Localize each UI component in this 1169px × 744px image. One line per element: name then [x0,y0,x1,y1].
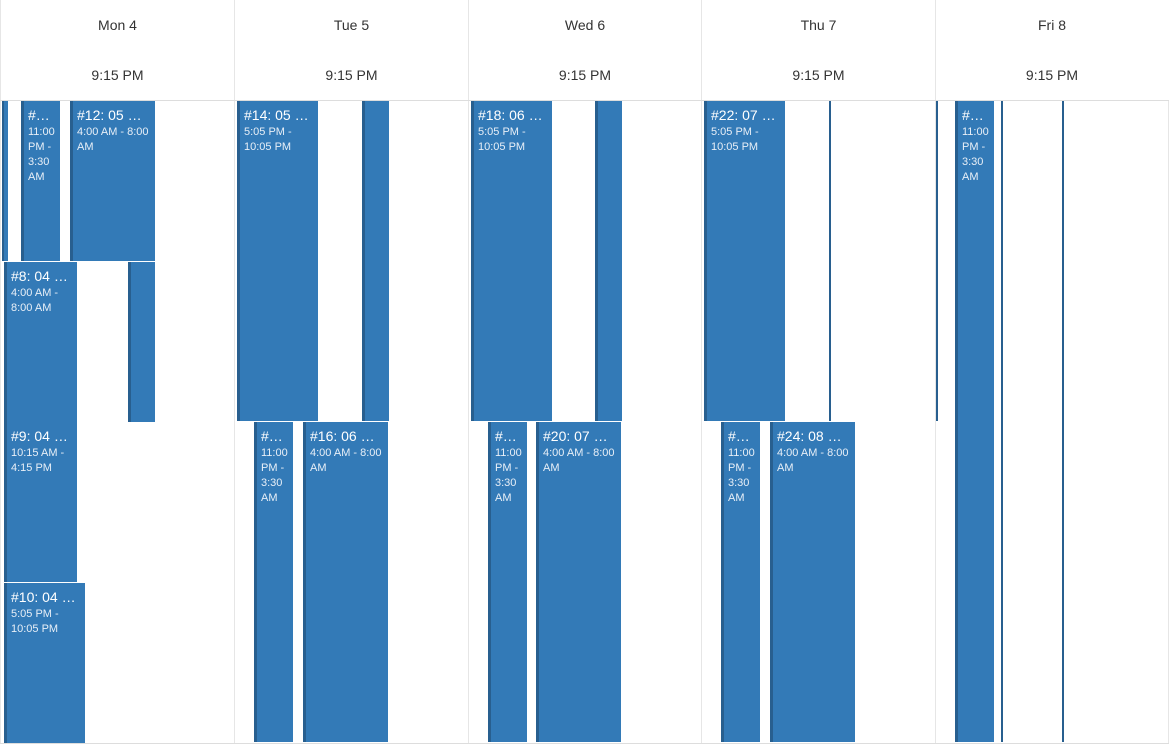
day-column-fri[interactable] [935,101,1168,744]
event-time: 4:00 AM - 8:00 AM [543,447,615,474]
day-header-mon[interactable]: Mon 4 9:15 PM [0,0,234,100]
calendar-event[interactable] [936,101,938,421]
calendar-event[interactable] [362,101,389,421]
calendar-event[interactable]: #14: 05 … 5:05 PM - 10:05 PM [237,101,318,421]
calendar-event[interactable]: #… 11:00 PM - 3:30 AM [254,422,293,742]
calendar-event[interactable]: #16: 06 … 4:00 AM - 8:00 AM [303,422,388,742]
calendar-grid[interactable]: #… 11:00 PM - 3:30 AM #12: 05 … 4:00 AM … [0,101,1169,744]
event-time: 5:05 PM - 10:05 PM [244,126,292,153]
day-time: 9:15 PM [558,67,612,83]
event-time: 5:05 PM - 10:05 PM [11,608,59,635]
event-title: #14: 05 … [244,107,309,123]
calendar-event[interactable] [2,101,8,261]
calendar-event[interactable]: #8: 04 … 4:00 AM - 8:00 AM [4,262,77,422]
calendar-header: Mon 4 9:15 PM Tue 5 9:15 PM Wed 6 9:15 P… [0,0,1169,101]
event-time: 4:00 AM - 8:00 AM [11,287,59,314]
day-header-fri[interactable]: Fri 8 9:15 PM [935,0,1168,100]
day-label: Wed 6 [564,17,606,33]
day-time: 9:15 PM [325,67,378,83]
day-time: 9:15 PM [91,67,144,83]
calendar-event[interactable]: #20: 07 … 4:00 AM - 8:00 AM [536,422,621,742]
calendar-event[interactable]: #… 11:00 PM - 3:30 AM [955,101,994,742]
day-column-tue[interactable] [234,101,468,744]
calendar-event[interactable] [128,262,155,422]
day-header-tue[interactable]: Tue 5 9:15 PM [234,0,468,100]
day-label: Fri 8 [1038,17,1066,33]
event-title: #8: 04 … [11,268,68,284]
day-time: 9:15 PM [792,67,845,83]
event-title: #9: 04 … [11,428,68,444]
event-title: #24: 08 … [777,428,842,444]
event-time: 4:00 AM - 8:00 AM [777,447,849,474]
event-time: 4:00 AM - 8:00 AM [310,447,382,474]
day-label: Mon 4 [98,17,137,33]
event-time: 11:00 PM - 3:30 AM [28,126,55,183]
calendar-event[interactable] [1001,101,1003,742]
event-title: #… [728,428,750,444]
calendar-event[interactable]: #9: 04 … 10:15 AM - 4:15 PM [4,422,77,582]
calendar-event[interactable] [829,101,831,421]
calendar-event[interactable]: #… 11:00 PM - 3:30 AM [721,422,760,742]
day-header-wed[interactable]: Wed 6 9:15 PM [468,0,701,100]
day-label: Tue 5 [333,17,370,33]
event-time: 5:05 PM - 10:05 PM [478,126,526,153]
event-time: 11:00 PM - 3:30 AM [495,447,522,504]
day-column-wed[interactable] [468,101,701,744]
event-title: #12: 05 … [77,107,142,123]
day-time: 9:15 PM [1025,67,1079,83]
calendar-event[interactable]: #18: 06 … 5:05 PM - 10:05 PM [471,101,552,421]
calendar-event[interactable]: #… 11:00 PM - 3:30 AM [21,101,60,261]
event-time: 4:00 AM - 8:00 AM [77,126,149,153]
calendar-event[interactable]: #12: 05 … 4:00 AM - 8:00 AM [70,101,155,261]
event-title: #… [495,428,517,444]
event-title: #… [261,428,283,444]
day-column-thu[interactable] [701,101,935,744]
event-title: #22: 07 … [711,107,776,123]
calendar-event[interactable]: #24: 08 … 4:00 AM - 8:00 AM [770,422,855,742]
calendar-event[interactable] [1062,101,1064,742]
event-time: 5:05 PM - 10:05 PM [711,126,759,153]
calendar-event[interactable] [595,101,622,421]
day-header-thu[interactable]: Thu 7 9:15 PM [701,0,935,100]
event-time: 10:15 AM - 4:15 PM [11,447,65,474]
event-title: #10: 04 … [11,589,76,605]
event-title: #16: 06 … [310,428,375,444]
event-time: 11:00 PM - 3:30 AM [261,447,288,504]
day-label: Thu 7 [800,17,837,33]
day-column-mon[interactable] [0,101,234,744]
calendar-event[interactable]: #22: 07 … 5:05 PM - 10:05 PM [704,101,785,421]
event-time: 11:00 PM - 3:30 AM [962,126,989,183]
calendar-event[interactable]: #… 11:00 PM - 3:30 AM [488,422,527,742]
event-title: #… [962,107,984,123]
event-title: #20: 07 … [543,428,608,444]
event-time: 11:00 PM - 3:30 AM [728,447,755,504]
calendar-event[interactable]: #10: 04 … 5:05 PM - 10:05 PM [4,583,85,743]
event-title: #18: 06 … [478,107,543,123]
event-title: #… [28,107,50,123]
